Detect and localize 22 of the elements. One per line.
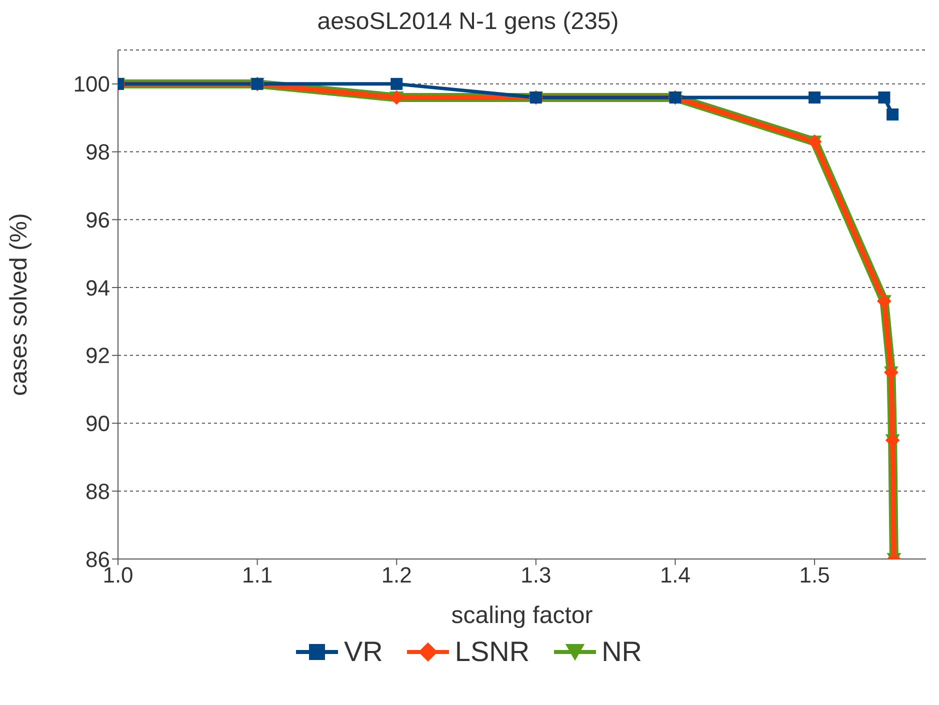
point <box>878 92 890 104</box>
y-tick-label: 92 <box>86 343 110 368</box>
legend-label: NR <box>602 636 642 668</box>
x-tick-label: 1.2 <box>381 562 412 588</box>
x-tick-label: 1.1 <box>242 562 273 588</box>
y-tick-label: 90 <box>86 411 110 436</box>
y-axis-title: cases solved (%) <box>6 213 33 396</box>
y-tick-label: 88 <box>86 478 110 504</box>
x-tick-label: 1.5 <box>799 562 830 588</box>
point <box>886 108 899 120</box>
point <box>390 78 403 90</box>
legend-label: LSNR <box>454 636 530 668</box>
legend-label: VR <box>344 636 383 668</box>
y-tick-label: 94 <box>86 275 110 300</box>
point <box>808 92 821 104</box>
x-axis-title: scaling factor <box>451 602 593 629</box>
x-tick-label: 1.3 <box>520 562 552 588</box>
chart-title: aesoSL2014 N-1 gens (235) <box>316 8 620 36</box>
x-tick-label: 1.4 <box>660 562 691 588</box>
y-tick-label: 98 <box>86 140 110 165</box>
y-tick-label: 96 <box>86 207 110 232</box>
y-tick-label: 100 <box>73 72 110 97</box>
